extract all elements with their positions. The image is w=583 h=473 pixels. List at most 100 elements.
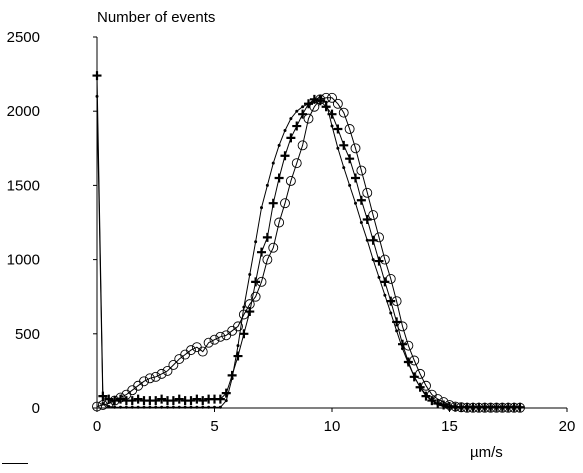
circle-marker	[274, 217, 285, 228]
plus-marker	[110, 396, 120, 406]
dot-marker	[489, 406, 493, 410]
dot-marker	[430, 399, 434, 403]
circle-marker	[303, 113, 314, 124]
dot-marker	[389, 311, 393, 315]
plus-marker	[298, 109, 308, 119]
dot-marker	[442, 404, 446, 408]
circle-marker	[262, 254, 273, 265]
plus-marker	[174, 394, 184, 404]
dot-marker	[307, 102, 310, 106]
plus-marker	[362, 215, 372, 225]
circle-marker	[280, 198, 290, 209]
dot-marker	[271, 161, 275, 165]
circle-marker	[421, 380, 431, 391]
plus-marker	[133, 394, 143, 404]
x-axis-title: µm/s	[470, 444, 503, 461]
circle-marker	[144, 373, 155, 384]
circle-marker	[362, 187, 373, 198]
dot-marker	[289, 117, 293, 121]
plus-marker	[92, 71, 102, 81]
dot-marker	[136, 405, 140, 409]
x-tick-label: 0	[93, 418, 101, 435]
plus-marker	[333, 124, 343, 134]
dot-marker	[395, 329, 399, 333]
dot-marker	[295, 109, 299, 113]
dot-marker	[495, 406, 498, 410]
circle-marker	[250, 291, 261, 302]
dot-marker	[189, 405, 193, 409]
circle-marker	[327, 92, 337, 103]
y-tick-label: 500	[15, 326, 40, 343]
dot-marker	[265, 183, 269, 187]
plus-marker	[374, 256, 384, 266]
circle-marker	[385, 273, 396, 284]
axes: 0 500 1000 1500 2000 2500 0 5 10 15 20	[7, 29, 576, 435]
plus-marker	[280, 151, 290, 161]
circle-marker	[203, 337, 214, 348]
dot-marker	[230, 376, 234, 380]
plus-marker	[286, 133, 296, 143]
dot-marker	[201, 405, 205, 409]
plus-marker	[127, 396, 137, 406]
dot-marker	[506, 406, 510, 410]
circle-marker	[403, 340, 414, 351]
dot-marker	[512, 406, 516, 410]
series-line-dot	[96, 95, 520, 409]
dot-marker	[312, 99, 316, 103]
series-layer	[92, 71, 525, 413]
dot-marker	[465, 406, 469, 410]
y-axis-title: Number of events	[97, 9, 215, 26]
dot-marker	[260, 206, 263, 210]
circle-marker	[356, 165, 367, 176]
dot-marker	[336, 146, 340, 150]
plus-marker	[157, 394, 167, 404]
x-tick-label: 5	[210, 418, 218, 435]
x-tick-label: 10	[324, 418, 341, 435]
dot-marker	[236, 344, 240, 348]
dot-marker	[377, 275, 381, 279]
plus-marker	[345, 154, 355, 164]
plus-marker	[104, 394, 114, 404]
dot-marker	[418, 385, 422, 389]
dot-marker	[142, 405, 146, 409]
series-circle	[92, 92, 525, 413]
circle-marker	[379, 254, 390, 265]
dot-marker	[365, 238, 369, 242]
circle-marker	[162, 365, 173, 376]
y-tick-label: 1500	[7, 177, 40, 194]
dot-marker	[171, 405, 175, 409]
dot-marker	[383, 293, 387, 297]
plus-marker	[168, 396, 178, 406]
dot-marker	[277, 143, 281, 147]
dot-marker	[436, 402, 440, 406]
plus-marker	[116, 394, 125, 404]
dot-marker	[124, 405, 128, 409]
dot-marker	[166, 405, 169, 409]
dot-marker	[119, 405, 122, 409]
dot-marker	[242, 305, 246, 309]
dot-marker	[348, 183, 352, 187]
y-tick-label: 2000	[7, 103, 40, 120]
circle-marker	[297, 140, 308, 151]
circle-marker	[332, 98, 343, 109]
dot-marker	[195, 405, 199, 409]
plus-marker	[245, 307, 255, 317]
y-tick-label: 0	[32, 400, 40, 417]
dot-marker	[448, 405, 451, 409]
dot-marker	[254, 240, 258, 244]
circle-marker	[150, 371, 161, 382]
dot-marker	[160, 405, 164, 409]
circle-marker	[368, 210, 379, 221]
dot-marker	[453, 406, 457, 410]
series-line-circle	[96, 97, 520, 409]
plus-marker	[186, 396, 196, 406]
dot-marker	[330, 124, 334, 128]
dot-marker	[248, 272, 252, 276]
plus-marker	[251, 277, 261, 287]
plus-marker	[239, 329, 249, 339]
dot-marker	[371, 258, 375, 262]
circle-marker	[186, 345, 196, 356]
dot-marker	[359, 221, 363, 224]
circle-marker	[344, 124, 355, 134]
circle-marker	[209, 334, 220, 345]
